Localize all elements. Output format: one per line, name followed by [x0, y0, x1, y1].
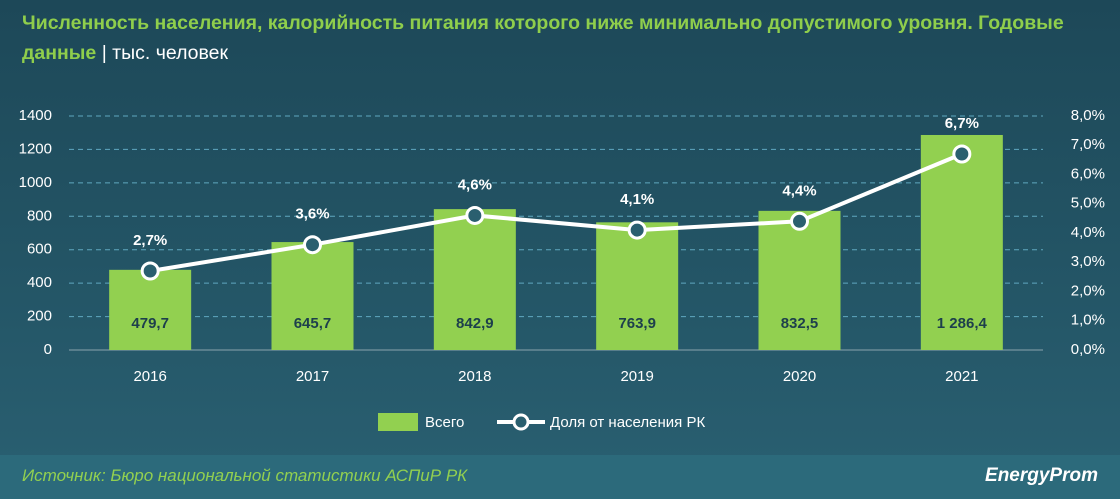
- x-tick-label: 2021: [945, 368, 978, 385]
- bar-value-label: 842,9: [456, 315, 494, 332]
- line-marker: [627, 220, 647, 240]
- x-tick-label: 2019: [620, 368, 653, 385]
- y2-tick-label: 2,0%: [1071, 282, 1105, 299]
- line: [149, 152, 963, 273]
- unit: | тыс. человек: [101, 42, 229, 64]
- y2-tick-label: 8,0%: [1071, 107, 1105, 124]
- bar-value-label: 832,5: [781, 315, 819, 332]
- line-value-label: 4,6%: [458, 176, 492, 193]
- y2-tick-label: 0,0%: [1071, 341, 1105, 358]
- line-marker: [303, 235, 322, 255]
- bar-value-label: 763,9: [618, 315, 656, 332]
- source: Источник: Бюро национальной статистики А…: [22, 466, 468, 485]
- footer: Источник: Бюро национальной статистики А…: [0, 455, 1120, 499]
- line-marker: [790, 211, 809, 231]
- bar: [271, 242, 354, 350]
- line-marker: [140, 261, 160, 281]
- line-value-label: 3,6%: [295, 206, 329, 223]
- y-tick-label: 0: [44, 341, 52, 358]
- bar: [758, 210, 841, 350]
- line-marker: [952, 144, 972, 164]
- y-tick-label: 1200: [19, 140, 52, 157]
- y2-tick-label: 4,0%: [1071, 224, 1105, 241]
- x-tick-label: 2018: [458, 368, 491, 385]
- y2-tick-label: 1,0%: [1071, 312, 1105, 329]
- title-block: Численность населения, калорийность пита…: [22, 8, 1082, 68]
- legend-marker: [512, 413, 530, 431]
- bar: [109, 269, 192, 350]
- y2-tick-label: 3,0%: [1071, 253, 1105, 270]
- y-tick-label: 800: [27, 207, 52, 224]
- y-tick-label: 1000: [19, 174, 52, 191]
- y-tick-label: 200: [27, 308, 52, 325]
- y-tick-label: 600: [27, 241, 52, 258]
- line-value-label: 4,4%: [782, 182, 816, 199]
- bar: [433, 209, 516, 350]
- y-tick-label: 400: [27, 274, 52, 291]
- y2-tick-label: 5,0%: [1071, 195, 1105, 212]
- legend-swatch: [378, 413, 418, 431]
- chart-title: Численность населения, калорийность пита…: [22, 12, 1064, 64]
- bar: [596, 222, 679, 350]
- chart: 0 200 400 600 800 1000 1200 1400 0,0% 1,0% 2,0% 3,0…: [19, 107, 1105, 431]
- legend-label: Всего: [425, 414, 464, 431]
- line-marker: [465, 205, 485, 225]
- line-value-label: 2,7%: [133, 232, 167, 249]
- legend-label: Доля от населения РК: [550, 414, 705, 431]
- bar-value-label: 479,7: [131, 315, 169, 332]
- bar: [920, 134, 1003, 350]
- line-value-label: 4,1%: [620, 191, 654, 208]
- bar-value-label: 645,7: [294, 315, 332, 332]
- x-tick-label: 2020: [783, 368, 816, 385]
- y2-tick-label: 7,0%: [1071, 136, 1105, 153]
- x-tick-label: 2016: [133, 368, 166, 385]
- y-tick-label: 1400: [19, 107, 52, 124]
- logo: EnergyProm: [985, 465, 1098, 486]
- bar-value-label: 1 286,4: [937, 315, 988, 332]
- y2-tick-label: 6,0%: [1071, 165, 1105, 182]
- line-value-label: 6,7%: [945, 115, 979, 132]
- x-tick-label: 2017: [296, 368, 329, 385]
